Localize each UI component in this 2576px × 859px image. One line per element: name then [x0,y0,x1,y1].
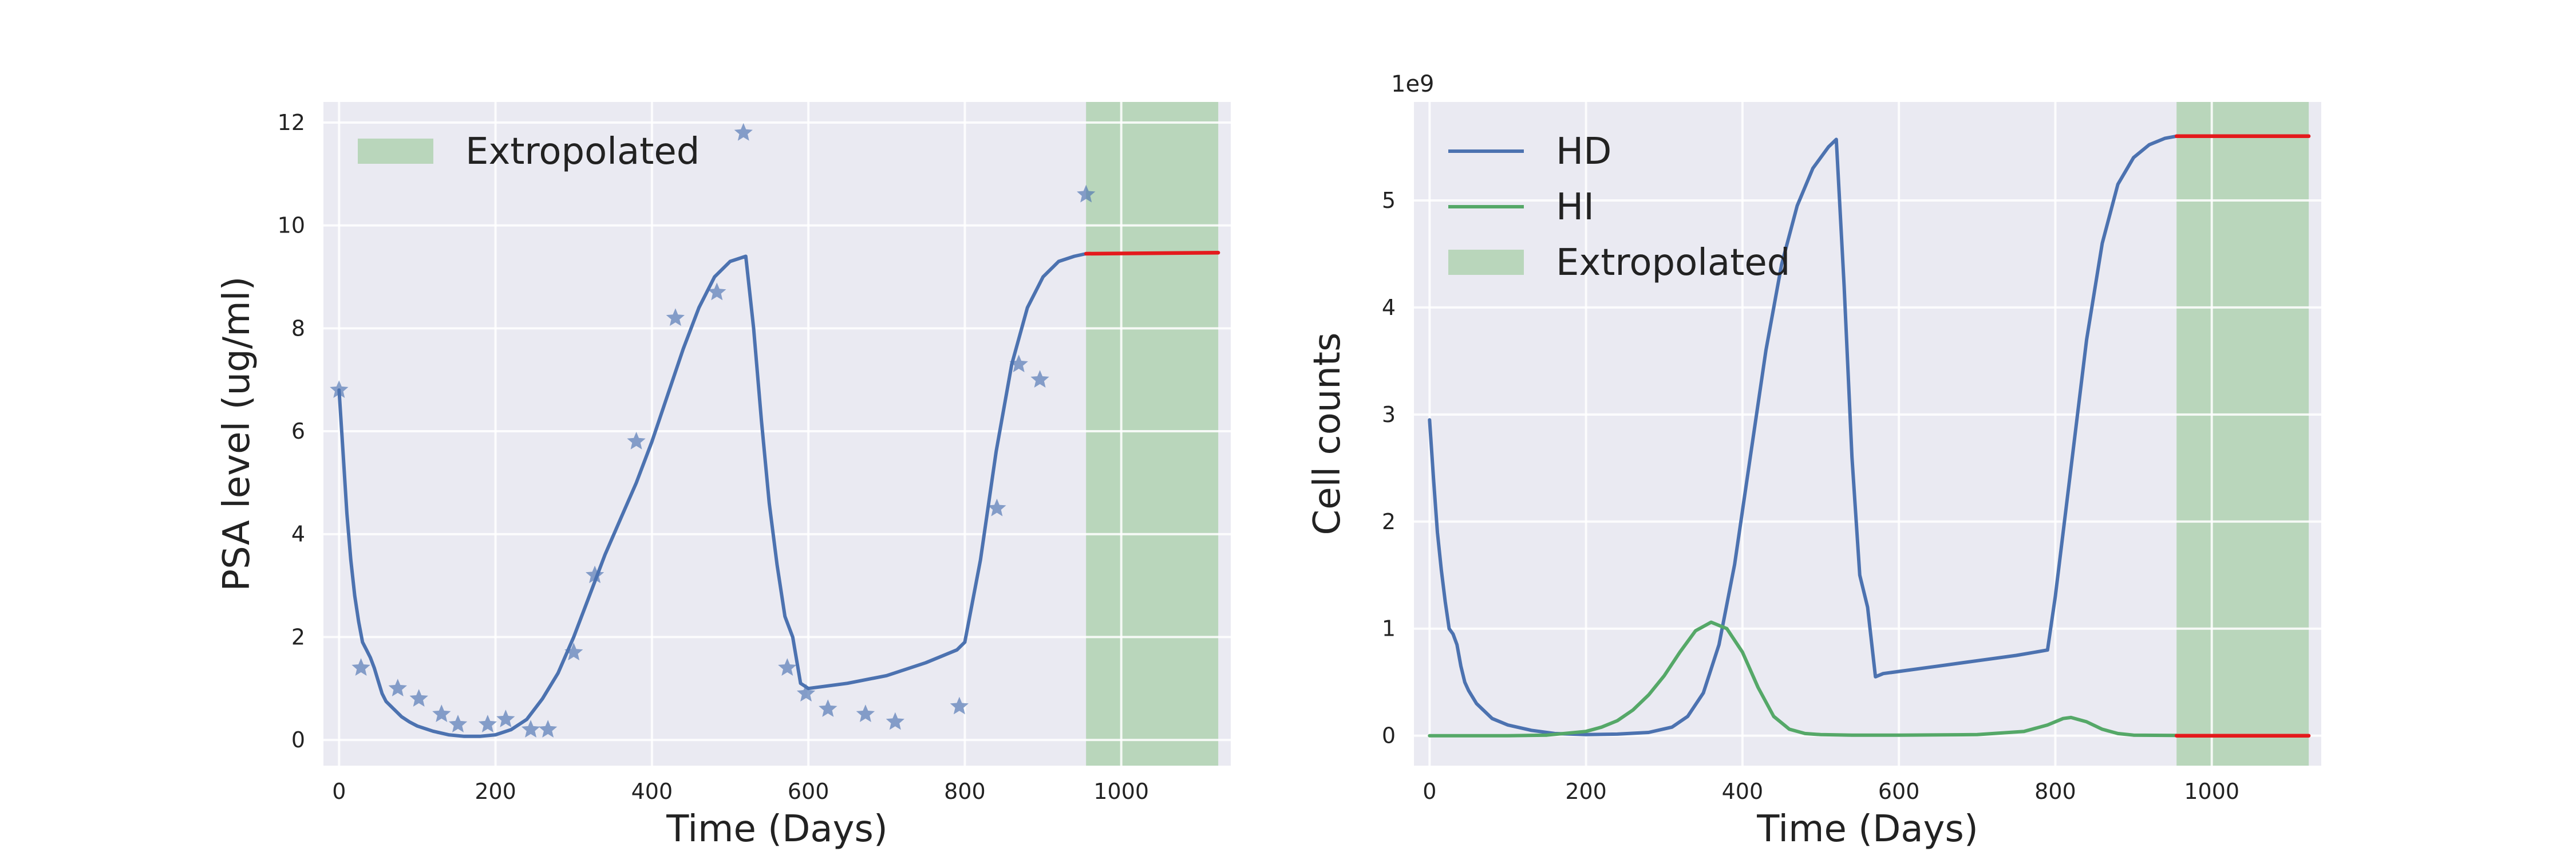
data-point-star [666,308,685,326]
data-point-star [478,715,497,732]
data-point-star [819,699,837,717]
y-tick-label: 1 [1382,616,1396,641]
x-tick-label: 200 [475,779,516,804]
data-point-star [409,689,428,707]
legend-label: HD [1556,131,1611,173]
y-tick-label: 10 [278,213,305,238]
x-tick-label: 0 [1423,779,1436,804]
extrapolated-line [1084,250,1220,256]
data-point-star [388,679,407,696]
hi-line [1428,620,2179,738]
data-point-star [987,498,1006,517]
data-point-star [330,380,349,398]
legend-label: Extropolated [1556,242,1790,284]
data-point-star [856,704,875,722]
legend-label: HI [1556,186,1594,228]
y-tick-label: 0 [1382,723,1396,748]
data-point-star [627,432,646,450]
x-tick-label: 1000 [1093,779,1149,804]
data-point-star [448,715,468,732]
data-point-star [708,282,726,301]
y-tick-label: 12 [278,110,305,135]
y-axis-label: PSA level (ug/ml) [216,277,258,592]
x-axis-label: Time (Days) [1756,808,1978,850]
data-point-star [496,710,515,727]
y-tick-label: 4 [1382,295,1396,320]
x-tick-label: 800 [2034,779,2076,804]
data-point-star [950,696,969,715]
y-tick-label: 8 [291,316,305,341]
y-tick-label: 5 [1382,188,1396,213]
psa-level-chart: 0 200 400 600 800 1000 0 2 4 6 8 10 12 Time (Days) PSA… [216,102,1231,850]
x-tick-label: 0 [332,779,346,804]
legend: HD HI Extropolated [1448,131,1790,284]
x-axis-label: Time (Days) [666,808,888,850]
data-point-star [521,720,540,738]
legend-swatch-extrapolated [358,139,433,164]
data-point-star [778,658,797,676]
data-point-star [886,712,904,730]
plot-area [323,102,1231,766]
x-tick-label: 1000 [2184,779,2239,804]
data-point-star [351,658,370,676]
data-point-star [564,643,583,661]
data-point-star [1077,184,1096,203]
y-offset-label: 1e9 [1391,71,1435,97]
data-point-star [796,684,816,702]
y-tick-label: 2 [1382,509,1396,534]
y-tick-label: 2 [291,624,305,649]
model-line [337,252,1088,738]
x-tick-label: 200 [1565,779,1607,804]
y-tick-label: 3 [1382,402,1396,427]
data-point-star [1030,370,1049,388]
cell-counts-chart: 0 200 400 600 800 1000 0 1 2 3 4 5 1e9 Time (Days) Cel… [1306,71,2321,850]
y-tick-label: 6 [291,419,305,444]
hd-line [1428,134,2179,736]
x-tick-label: 600 [1878,779,1920,804]
legend: Extropolated [358,131,700,173]
extrapolated-band [2176,102,2309,766]
plot-area [1414,102,2321,766]
legend-label: Extropolated [465,131,700,173]
y-axis-label: Cell counts [1306,333,1349,535]
legend-swatch-extrapolated [1448,250,1524,275]
y-tick-label: 4 [291,522,305,547]
data-point-star [1009,354,1028,372]
data-point-star [539,720,558,738]
data-point-star [734,123,753,141]
x-tick-label: 400 [1722,779,1764,804]
x-tick-label: 400 [631,779,673,804]
x-tick-label: 600 [788,779,829,804]
data-point-star [586,565,605,584]
x-tick-label: 800 [944,779,986,804]
y-tick-label: 0 [291,727,305,752]
extrapolated-band [1086,102,1219,766]
data-point-star [432,704,451,722]
